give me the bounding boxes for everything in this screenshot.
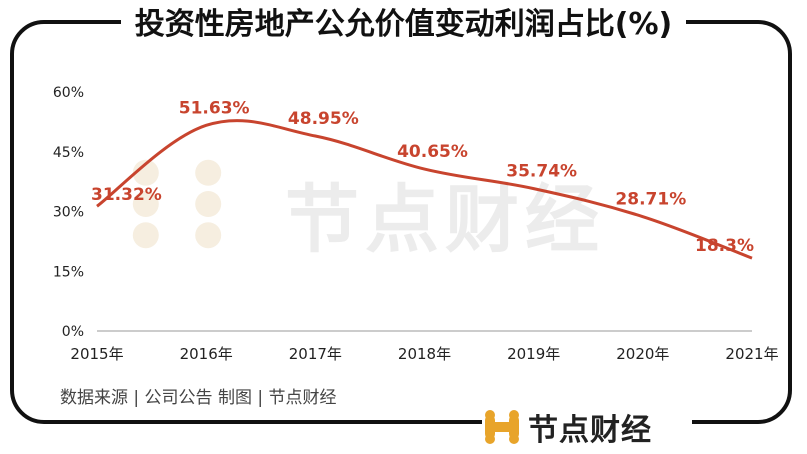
x-tick-label: 2018年 (398, 345, 451, 363)
y-tick-label: 0% (62, 324, 84, 340)
data-label: 18.3% (695, 236, 754, 256)
data-label: 48.95% (288, 109, 359, 129)
x-tick-label: 2019年 (507, 345, 560, 363)
x-tick-label: 2020年 (616, 345, 669, 363)
x-tick-label: 2015年 (70, 345, 123, 363)
chart-title: 投资性房地产公允价值变动利润占比(%) (120, 2, 687, 48)
brand-block: 节点财经 (482, 403, 692, 451)
y-tick-label: 15% (53, 264, 84, 280)
title-container: 投资性房地产公允价值变动利润占比(%) (0, 0, 807, 48)
brand-logo-icon (485, 410, 519, 444)
data-label: 31.32% (91, 185, 162, 205)
watermark-logo-icon (132, 159, 222, 249)
x-tick-label: 2021年 (725, 345, 778, 363)
y-tick-label: 45% (53, 145, 84, 161)
data-source-caption: 数据来源 | 公司公告 制图 | 节点财经 (60, 388, 337, 408)
data-label: 35.74% (506, 162, 577, 182)
x-tick-label: 2017年 (289, 345, 342, 363)
data-label: 40.65% (397, 142, 468, 162)
y-tick-label: 60% (53, 85, 84, 101)
x-tick-label: 2016年 (180, 345, 233, 363)
brand-name: 节点财经 (528, 413, 652, 448)
y-tick-label: 30% (53, 205, 84, 221)
data-label: 51.63% (179, 98, 250, 118)
data-label: 28.71% (615, 190, 686, 210)
